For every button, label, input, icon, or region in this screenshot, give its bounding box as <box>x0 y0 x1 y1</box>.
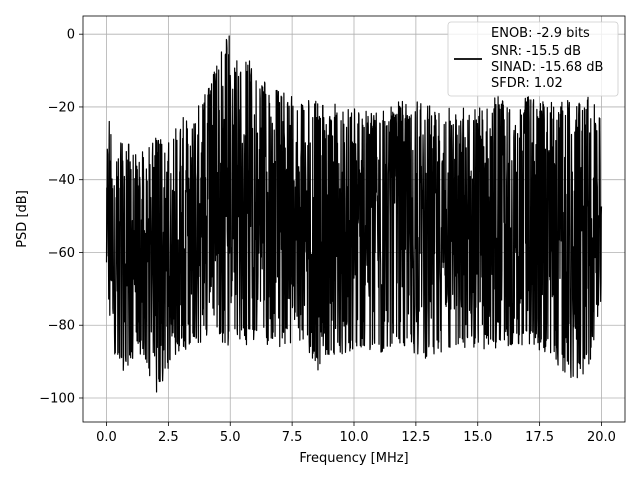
x-tick: 10.0 <box>340 422 369 445</box>
x-tick-label: 12.5 <box>401 430 430 445</box>
y-axis-label: PSD [dB] <box>15 190 30 248</box>
x-tick-label: 10.0 <box>340 430 369 445</box>
y-tick-label: −80 <box>48 319 75 334</box>
x-tick-label: 2.5 <box>158 430 179 445</box>
x-tick-label: 5.0 <box>220 430 241 445</box>
x-tick-label: 0.0 <box>96 430 117 445</box>
x-tick-label: 20.0 <box>587 430 616 445</box>
y-tick: −40 <box>48 173 83 188</box>
x-tick: 15.0 <box>463 422 492 445</box>
x-tick: 0.0 <box>96 422 117 445</box>
y-tick: −80 <box>48 319 83 334</box>
legend: ENOB: -2.9 bits SNR: -15.5 dB SINAD: -15… <box>447 21 619 97</box>
x-tick: 2.5 <box>158 422 179 445</box>
psd-trace <box>105 35 603 393</box>
y-tick: 0 <box>67 28 83 43</box>
x-tick-label: 7.5 <box>282 430 303 445</box>
legend-line-snr: SNR: -15.5 dB <box>491 44 581 59</box>
legend-box <box>447 21 619 97</box>
x-tick-label: 15.0 <box>463 430 492 445</box>
y-tick-label: −100 <box>39 391 75 406</box>
x-tick: 7.5 <box>282 422 303 445</box>
y-tick-label: 0 <box>67 28 75 43</box>
legend-line-enob: ENOB: -2.9 bits <box>491 26 590 41</box>
y-tick: −60 <box>48 246 83 261</box>
y-tick-label: −40 <box>48 173 75 188</box>
x-axis-label: Frequency [MHz] <box>299 451 408 466</box>
psd-series <box>105 35 603 393</box>
y-tick-label: −20 <box>48 100 75 115</box>
x-tick-label: 17.5 <box>525 430 554 445</box>
y-ticks: 0 −20 −40 −60 −80 −100 <box>39 28 83 406</box>
x-tick: 20.0 <box>587 422 616 445</box>
x-tick: 12.5 <box>401 422 430 445</box>
y-tick: −20 <box>48 100 83 115</box>
x-tick: 5.0 <box>220 422 241 445</box>
x-tick: 17.5 <box>525 422 554 445</box>
legend-line-sfdr: SFDR: 1.02 <box>491 76 563 91</box>
legend-line-sinad: SINAD: -15.68 dB <box>491 60 603 75</box>
x-ticks: 0.0 2.5 5.0 7.5 10.0 12.5 15.0 17.5 20.0 <box>96 422 616 445</box>
y-tick-label: −60 <box>48 246 75 261</box>
y-tick: −100 <box>39 391 83 406</box>
